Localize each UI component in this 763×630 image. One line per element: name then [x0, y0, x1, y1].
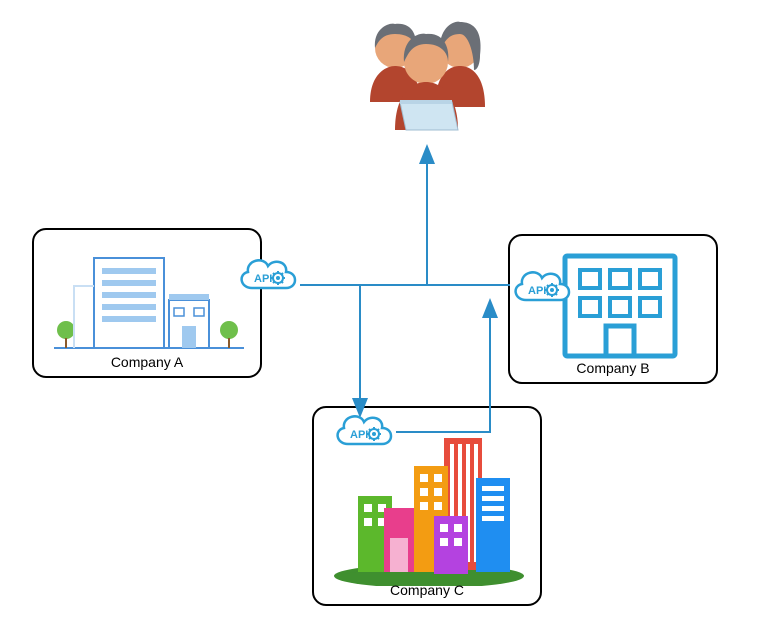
api-cloud-b: API — [506, 262, 576, 312]
api-cloud-c: API — [328, 406, 398, 456]
node-company-a: Company A — [32, 228, 262, 378]
api-label: API — [254, 273, 272, 285]
diagram-canvas: Company A Company B — [0, 0, 763, 630]
node-company-c-label: Company C — [314, 582, 540, 598]
api-cloud-a: API — [232, 250, 302, 300]
api-label: API — [528, 285, 546, 297]
node-company-a-label: Company A — [34, 354, 260, 370]
node-company-b-label: Company B — [510, 360, 716, 376]
api-label: API — [350, 429, 368, 441]
building-a-icon — [34, 230, 264, 360]
users-icon — [340, 12, 510, 142]
